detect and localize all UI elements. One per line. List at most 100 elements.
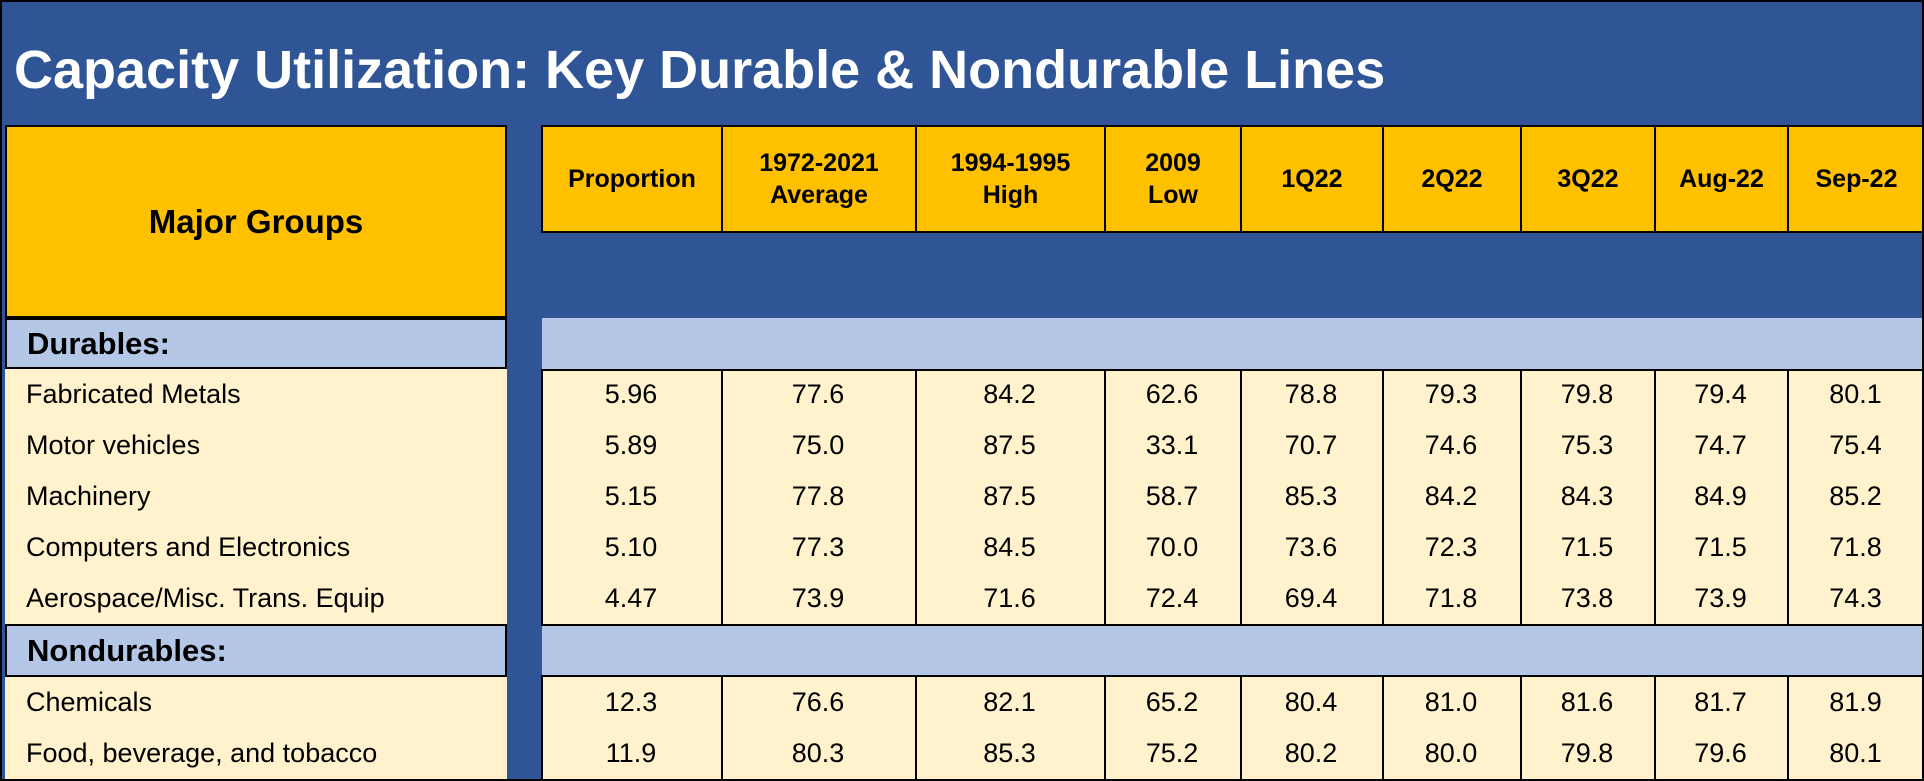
column-header-line1: 1994-1995: [950, 149, 1071, 177]
table-cell-sep-22: 74.3: [1829, 583, 1882, 613]
table-cell-1972-2021-average: 77.8: [791, 481, 845, 511]
column-header-1994-1995-high: 1994-1995 High: [915, 125, 1106, 233]
table-cell-1q22: 78.8: [1284, 379, 1338, 409]
table-cell-1q22: 73.6: [1284, 532, 1338, 562]
column-divider: [1382, 369, 1384, 626]
table-cell-proportion: 5.89: [604, 430, 658, 460]
table-cell-sep-22: 80.1: [1829, 738, 1882, 768]
table-cell-1972-2021-average: 73.9: [791, 583, 845, 613]
column-header-line1: Aug-22: [1679, 165, 1764, 193]
table-cell-sep-22: 71.8: [1829, 532, 1882, 562]
column-divider: [1104, 675, 1106, 779]
column-header-line1: 1Q22: [1281, 165, 1343, 193]
table-cell-1994-1995-high: 71.6: [983, 583, 1036, 613]
table-cell-sep-22: 85.2: [1829, 481, 1882, 511]
column-header-line2: High: [982, 181, 1039, 209]
table-cell-2009-low: 75.2: [1145, 738, 1199, 768]
column-divider: [1382, 675, 1384, 779]
table-cell-1994-1995-high: 82.1: [983, 687, 1036, 717]
column-divider: [1654, 369, 1656, 626]
table-cell-aug-22: 79.6: [1694, 738, 1747, 768]
column-header-line1: 2009: [1145, 149, 1201, 177]
table-cell-2q22: 80.0: [1424, 738, 1478, 768]
table-cell-1994-1995-high: 87.5: [983, 481, 1036, 511]
column-header-2q22: 2Q22: [1382, 125, 1522, 233]
table-cell-sep-22: 80.1: [1829, 379, 1882, 409]
table-cell-aug-22: 73.9: [1694, 583, 1747, 613]
table-cell-proportion: 4.47: [604, 583, 658, 613]
table-cell-2009-low: 70.0: [1145, 532, 1199, 562]
column-header-2009-low: 2009 Low: [1104, 125, 1242, 233]
column-divider: [721, 369, 723, 626]
table-cell-aug-22: 79.4: [1694, 379, 1747, 409]
row-label: Computers and Electronics: [26, 532, 351, 562]
table-cell-2q22: 84.2: [1424, 481, 1478, 511]
table-cell-1972-2021-average: 77.3: [791, 532, 845, 562]
table-cell-1972-2021-average: 76.6: [791, 687, 845, 717]
column-header-line1: 2Q22: [1421, 165, 1483, 193]
table-cell-aug-22: 84.9: [1694, 481, 1747, 511]
table-cell-2q22: 74.6: [1424, 430, 1478, 460]
column-header-line1: 1972-2021: [759, 149, 879, 177]
table-cell-2q22: 71.8: [1424, 583, 1478, 613]
table-cell-2q22: 79.3: [1424, 379, 1478, 409]
column-divider: [1520, 369, 1522, 626]
table-cell-1994-1995-high: 84.2: [983, 379, 1036, 409]
table-cell-proportion: 11.9: [605, 738, 657, 768]
table-cell-proportion: 5.15: [604, 481, 658, 511]
column-header-3q22: 3Q22: [1520, 125, 1656, 233]
group-band-nondurables: [542, 626, 1922, 675]
table-cell-aug-22: 71.5: [1694, 532, 1747, 562]
table-cell-aug-22: 81.7: [1694, 687, 1747, 717]
column-header-1q22: 1Q22: [1240, 125, 1384, 233]
table-cell-sep-22: 81.9: [1829, 687, 1882, 717]
table-cell-3q22: 79.8: [1560, 379, 1614, 409]
column-header-1972-2021-average: 1972-2021 Average: [721, 125, 917, 233]
column-header-aug-22: Aug-22: [1654, 125, 1789, 233]
table-cell-2009-low: 58.7: [1145, 481, 1199, 511]
table-cell-2009-low: 72.4: [1145, 583, 1199, 613]
column-divider: [1240, 675, 1242, 779]
group-header-durables: Durables:: [5, 318, 507, 369]
row-label: Fabricated Metals: [26, 379, 241, 409]
table-cell-1q22: 85.3: [1284, 481, 1338, 511]
table-cell-1q22: 69.4: [1284, 583, 1338, 613]
durables-data-area: [541, 369, 1922, 626]
table-cell-1994-1995-high: 85.3: [983, 738, 1036, 768]
column-divider: [1654, 675, 1656, 779]
table-cell-1994-1995-high: 84.5: [983, 532, 1036, 562]
table-cell-2009-low: 65.2: [1145, 687, 1199, 717]
group-header-nondurables: Nondurables:: [5, 624, 507, 677]
table-cell-2009-low: 33.1: [1145, 430, 1199, 460]
table-cell-proportion: 5.96: [604, 379, 658, 409]
table-cell-3q22: 73.8: [1560, 583, 1614, 613]
table-cell-3q22: 75.3: [1560, 430, 1614, 460]
durables-label-area: [5, 369, 507, 624]
column-divider: [1520, 675, 1522, 779]
table-cell-3q22: 79.8: [1560, 738, 1614, 768]
table-cell-sep-22: 75.4: [1829, 430, 1882, 460]
row-label: Chemicals: [26, 687, 153, 717]
nondurables-data-area: [541, 675, 1922, 779]
column-divider: [1240, 369, 1242, 626]
column-divider: [721, 675, 723, 779]
table-cell-aug-22: 74.7: [1694, 430, 1747, 460]
column-header-proportion: Proportion: [541, 125, 723, 233]
group-band-durables: [542, 318, 1922, 369]
table-cell-3q22: 71.5: [1560, 532, 1614, 562]
column-header-line1: Sep-22: [1815, 165, 1898, 193]
table-cell-3q22: 81.6: [1560, 687, 1614, 717]
column-divider: [915, 675, 917, 779]
table-cell-1994-1995-high: 87.5: [983, 430, 1036, 460]
column-divider: [1787, 675, 1789, 779]
major-groups-header: Major Groups: [5, 125, 507, 318]
nondurables-label-area: [5, 677, 507, 779]
table-cell-1972-2021-average: 80.3: [791, 738, 845, 768]
table-cell-2q22: 81.0: [1424, 687, 1478, 717]
column-header-sep-22: Sep-22: [1787, 125, 1922, 233]
row-label: Food, beverage, and tobacco: [26, 738, 378, 768]
column-divider: [1104, 369, 1106, 626]
table-cell-proportion: 5.10: [604, 532, 658, 562]
table-cell-1972-2021-average: 77.6: [791, 379, 845, 409]
table-cell-proportion: 12.3: [604, 687, 658, 717]
